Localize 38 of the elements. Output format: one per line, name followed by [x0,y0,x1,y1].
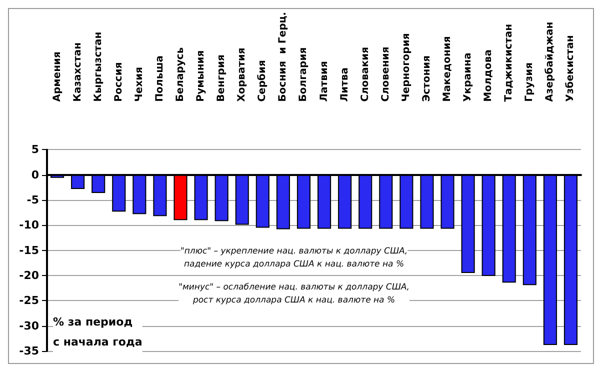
y-tick-label: -25 [19,294,39,308]
x-tick-label: Узбекистан [565,35,576,102]
x-tick-label: Армения [52,52,63,102]
x-tick-label: Словакия [360,46,371,102]
x-tick-label: Казахстан [72,42,84,102]
x-tick-label: Сербия [257,60,268,102]
x-tick-label: Словения [380,46,392,102]
y-tick-label: -35 [19,344,39,358]
x-tick-label: Эстония [421,55,432,102]
x-tick-label: Румыния [196,50,207,102]
y-tick-label: -10 [19,218,40,232]
x-tick-label: Венгрия [216,54,228,102]
x-tick-label: Чехия [134,66,145,102]
annotation: "минус" – ослабление нац. валюты к доллару США, рост курса доллара США к нац. валюте на % [178,282,410,306]
x-tick-label: Литва [339,68,350,102]
x-tick-label: Польша [154,55,166,102]
x-tick-label: Таджикистан [504,24,515,102]
x-tick-label: Черногория [400,33,412,102]
x-tick-label: Хорватия [236,48,248,102]
x-tick-label: Латвия [318,61,330,102]
y-tick-label: 0 [31,168,40,182]
y-tick-label: 5 [31,143,39,156]
y-tick-label: -15 [19,244,39,257]
x-tick-label: Босния и Герц. [278,12,289,102]
y-tick-label: -30 [19,319,40,332]
y-tick-label: -5 [26,194,39,207]
annotation: % за период с начала года [53,316,142,348]
x-tick-label: Молдова [483,50,494,102]
x-tick-label: Македония [442,36,453,102]
x-tick-label: Украина [462,52,474,102]
x-tick-label: Азербайджан [544,22,556,102]
y-tick-label: -20 [19,269,40,282]
x-tick-label: Грузия [524,62,536,102]
annotation: "плюс" – укрепление нац. валюты к доллару США, падение курса доллара США к нац. валюте на % [180,246,408,270]
x-tick-label: Россия [113,62,124,102]
x-tick-label: Беларусь [175,47,186,102]
x-tick-label: Болгария [298,47,310,102]
x-tick-label: Кыргызстан [92,32,104,102]
